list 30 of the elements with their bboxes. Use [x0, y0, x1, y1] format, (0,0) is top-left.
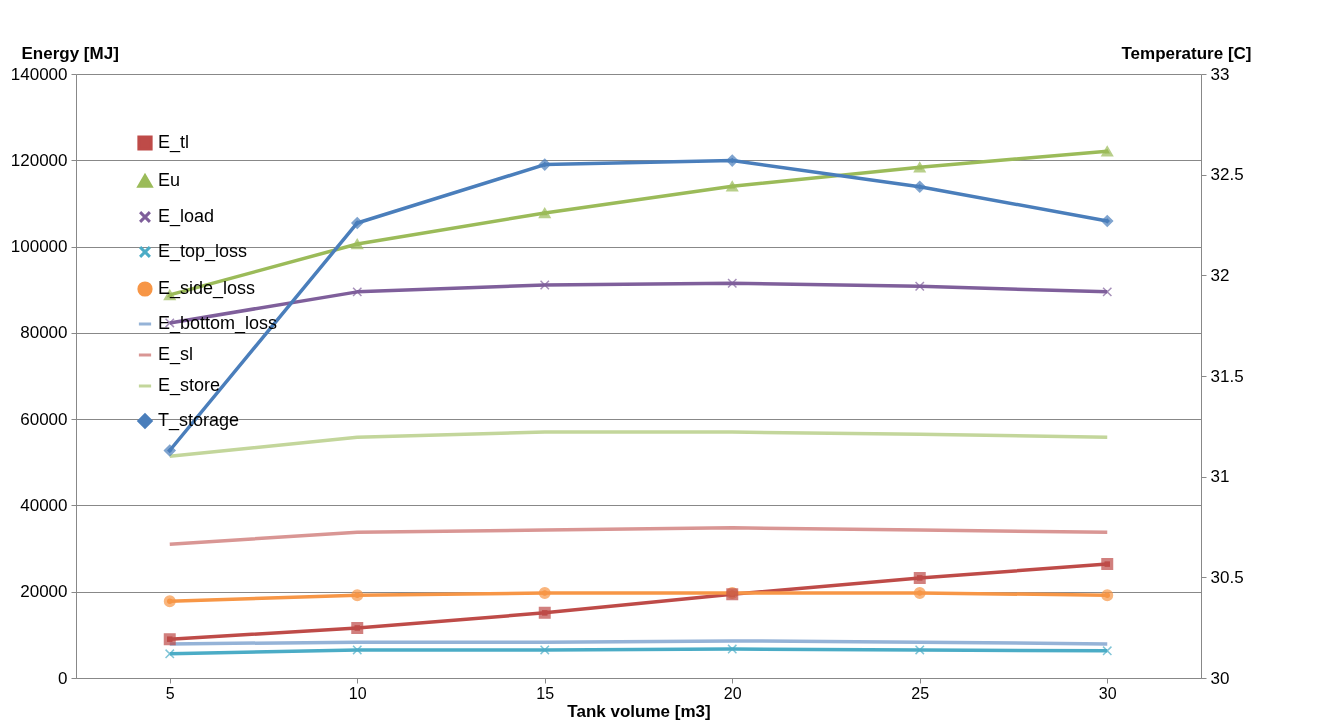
- y2-tick-label: 32: [1210, 265, 1230, 285]
- x-tick-label: 15: [536, 684, 555, 702]
- legend-label: E_tl: [158, 132, 190, 153]
- x-tick-label: 25: [911, 684, 930, 702]
- x-axis-title: Tank volume [m3]: [567, 701, 711, 721]
- y2-tick-label: 32.5: [1210, 165, 1244, 185]
- y-axis-title: Energy [MJ]: [21, 43, 119, 63]
- legend-label: Eu: [158, 170, 181, 190]
- y-tick-label: 0: [58, 668, 68, 688]
- x-tick-label: 30: [1098, 684, 1117, 702]
- y2-tick-label: 30.5: [1210, 567, 1244, 587]
- x-tick-label: 10: [348, 684, 367, 702]
- y2-tick-label: 31: [1210, 467, 1230, 487]
- legend-label: E_load: [158, 206, 215, 227]
- y-tick-label: 100000: [10, 237, 68, 257]
- y-tick-label: 20000: [20, 582, 68, 602]
- y-tick-label: 120000: [10, 150, 68, 170]
- y2-tick-label: 33: [1210, 64, 1230, 84]
- y-tick-label: 60000: [20, 409, 68, 429]
- y-tick-label: 80000: [20, 323, 68, 343]
- x-tick-label: 20: [723, 684, 742, 702]
- y-tick-label: 40000: [20, 495, 68, 515]
- legend-label: E_top_loss: [158, 241, 248, 262]
- y2-tick-label: 30: [1210, 668, 1230, 688]
- y2-tick-label: 31.5: [1210, 366, 1244, 386]
- y2-axis-title: Temperature [C]: [1121, 43, 1252, 63]
- legend-label: E_sl: [158, 344, 194, 365]
- y-tick-label: 140000: [10, 64, 68, 84]
- legend-label: E_store: [158, 375, 221, 396]
- x-tick-label: 5: [165, 684, 175, 702]
